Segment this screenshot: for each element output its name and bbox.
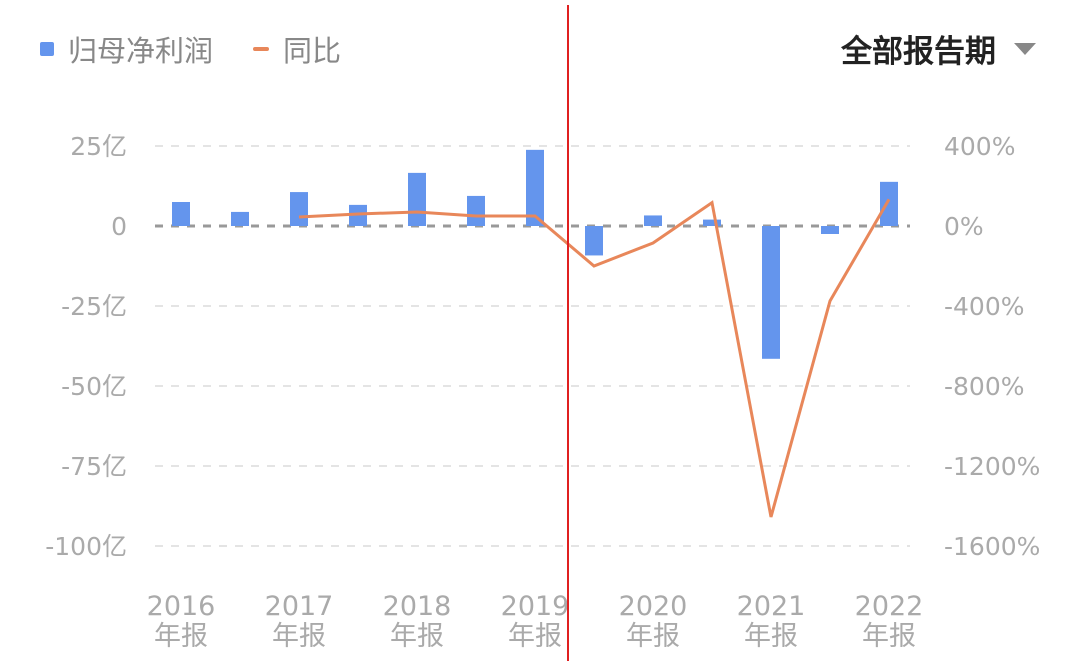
right-axis-tick: 0% (944, 212, 984, 241)
bar (290, 192, 308, 226)
bar (467, 195, 485, 226)
bar (585, 226, 603, 256)
x-axis-tick-year: 2020 (619, 591, 688, 622)
right-axis-tick: -1200% (944, 452, 1040, 481)
x-axis-tick-type: 年报 (862, 621, 916, 652)
x-axis-tick-year: 2017 (265, 591, 334, 622)
bar (408, 172, 426, 226)
bar (762, 226, 780, 359)
left-axis-tick: -50亿 (61, 372, 127, 401)
bar (644, 215, 662, 226)
legend-line-label: 同比 (283, 34, 342, 68)
left-axis-tick: -100亿 (45, 532, 127, 561)
x-axis-tick-type: 年报 (390, 621, 444, 652)
legend: 归母净利润 同比 (40, 28, 341, 70)
left-axis-tick: 0 (111, 212, 127, 241)
right-axis-tick: -800% (944, 372, 1025, 401)
legend-line-swatch (253, 47, 270, 51)
x-axis-tick-year: 2019 (501, 591, 570, 622)
x-axis-tick-year: 2018 (383, 591, 452, 622)
bar (231, 211, 249, 226)
x-axis-tick-type: 年报 (744, 621, 798, 652)
bar (703, 219, 721, 226)
x-axis-tick-type: 年报 (626, 621, 680, 652)
legend-bar-label: 归母净利润 (68, 34, 214, 68)
left-axis-tick: -25亿 (61, 292, 127, 321)
bar (172, 202, 190, 226)
right-axis-tick: -400% (944, 292, 1025, 321)
legend-bar-swatch (40, 42, 54, 56)
right-axis-tick: 400% (944, 132, 1015, 161)
yoy-line (298, 198, 891, 518)
bar (821, 226, 839, 234)
x-axis-tick-type: 年报 (272, 621, 326, 652)
bar (526, 149, 544, 226)
left-axis-tick: -75亿 (61, 452, 127, 481)
period-selector[interactable]: 全部报告期 (841, 26, 1036, 71)
x-axis-tick-type: 年报 (508, 621, 562, 652)
period-selector-label: 全部报告期 (841, 34, 996, 70)
x-axis-tick-type: 年报 (154, 621, 208, 652)
left-axis-tick: 25亿 (70, 132, 127, 161)
bar (880, 181, 898, 226)
right-axis-tick: -1600% (944, 532, 1040, 561)
x-axis-tick-year: 2021 (737, 591, 806, 622)
x-axis-tick-year: 2022 (855, 591, 924, 622)
caret-down-icon (1014, 42, 1036, 55)
x-axis-tick-year: 2016 (147, 591, 216, 622)
